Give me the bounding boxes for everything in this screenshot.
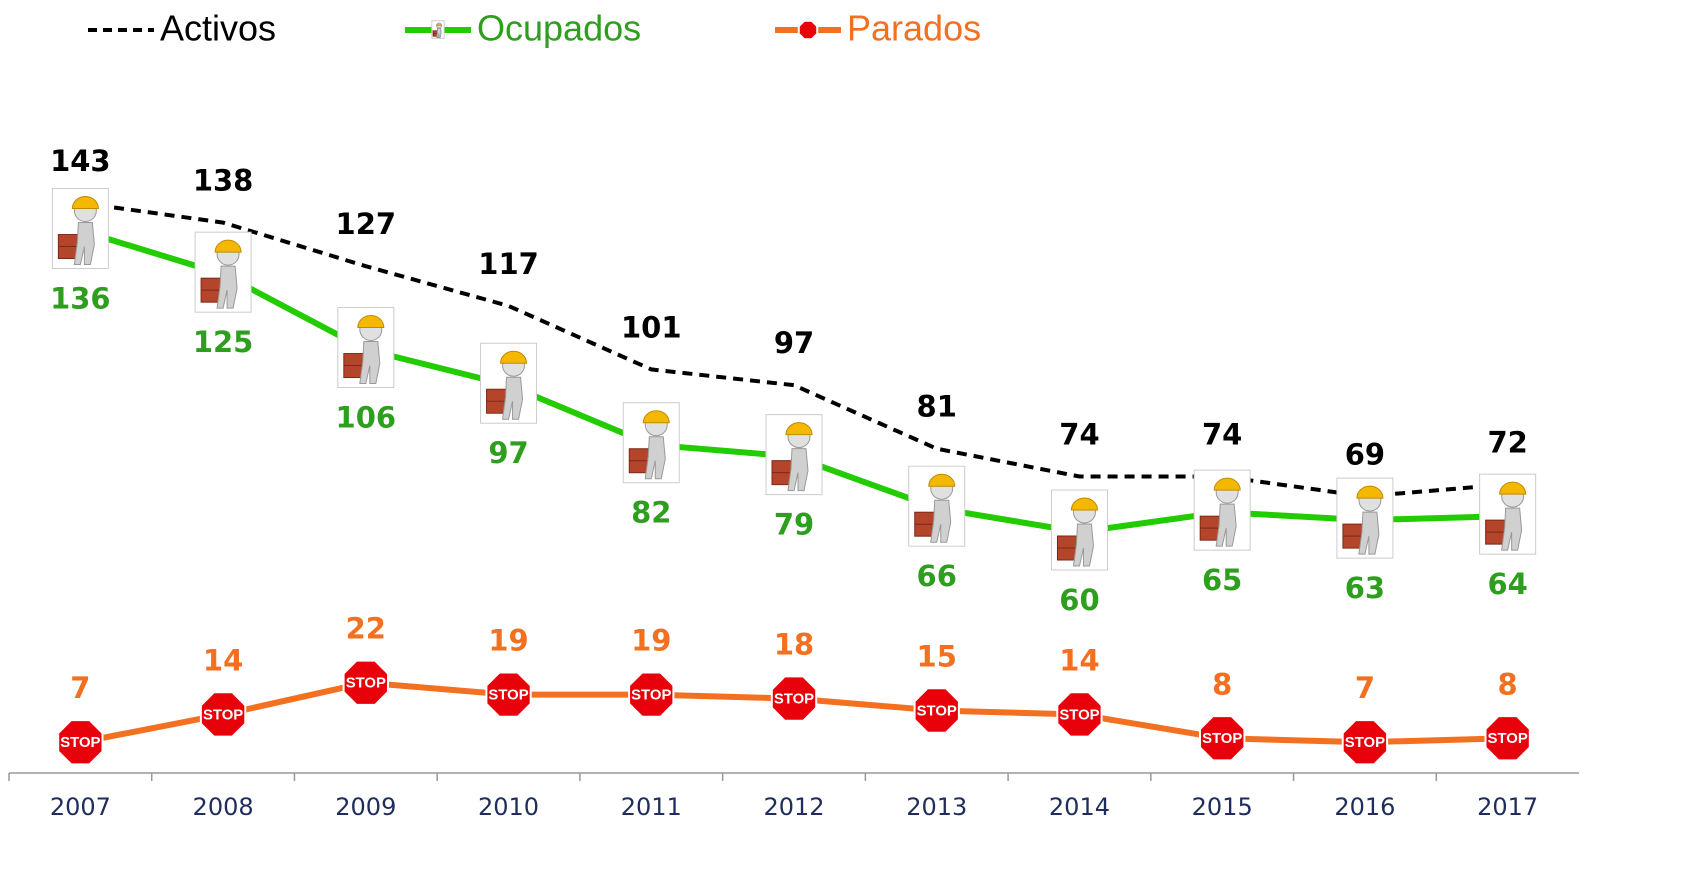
data-label: 64: [1487, 567, 1527, 601]
x-tick-label: 2008: [193, 793, 254, 821]
x-tick-label: 2014: [1049, 793, 1110, 821]
data-label: 60: [1059, 583, 1099, 617]
worker-marker: [1194, 470, 1250, 550]
stop-marker: STOP: [629, 673, 673, 717]
worker-marker: [338, 308, 394, 388]
stop-text: STOP: [60, 735, 100, 751]
worker-marker: [623, 403, 679, 483]
data-label: 7: [1355, 671, 1375, 705]
stop-text: STOP: [774, 692, 814, 708]
legend-label: Ocupados: [477, 8, 641, 49]
data-label: 101: [621, 310, 682, 344]
x-tick-label: 2017: [1477, 793, 1538, 821]
stop-marker: STOP: [344, 661, 388, 705]
data-label: 125: [193, 325, 254, 359]
data-label: 19: [488, 624, 528, 658]
data-label: 138: [193, 164, 254, 198]
legend-label: Parados: [847, 8, 981, 49]
worker-marker: [1337, 478, 1393, 558]
stop-marker: [799, 21, 817, 39]
x-tick-label: 2013: [906, 793, 967, 821]
legend-label: Activos: [160, 8, 276, 49]
x-tick-label: 2009: [335, 793, 396, 821]
worker-marker: [432, 21, 444, 39]
data-label: 15: [917, 640, 957, 674]
data-label: 143: [50, 144, 111, 178]
stop-marker: STOP: [1486, 716, 1530, 760]
data-label: 82: [631, 496, 671, 530]
stop-text: STOP: [488, 688, 528, 704]
data-label: 127: [336, 207, 397, 241]
stop-text: STOP: [1059, 707, 1099, 723]
x-tick-label: 2016: [1334, 793, 1395, 821]
stop-marker: STOP: [915, 688, 959, 732]
body: [437, 28, 441, 37]
data-label: 8: [1498, 667, 1518, 701]
data-label: 136: [50, 282, 111, 316]
data-label: 97: [488, 436, 528, 470]
stop-marker: STOP: [486, 673, 530, 717]
x-tick-label: 2015: [1192, 793, 1253, 821]
data-label: 97: [774, 326, 814, 360]
stop-marker: STOP: [1343, 720, 1387, 764]
worker-marker: [195, 232, 251, 312]
chart: Activos Ocupados Parados 2007 2008 2009 2010 20…: [0, 0, 1682, 880]
data-label: 22: [346, 612, 386, 646]
data-label: 19: [631, 624, 671, 658]
data-label: 8: [1212, 667, 1232, 701]
worker-marker: [909, 466, 965, 546]
data-label: 66: [917, 559, 957, 593]
stop-marker: STOP: [772, 676, 816, 720]
data-label: 7: [70, 671, 90, 705]
data-label: 63: [1345, 571, 1385, 605]
x-tick-label: 2011: [621, 793, 682, 821]
stop-text: STOP: [346, 676, 386, 692]
stop-text: STOP: [1345, 735, 1385, 751]
data-label: 14: [1059, 643, 1099, 677]
worker-marker: [481, 343, 537, 423]
stop-text: STOP: [917, 703, 957, 719]
stop-marker: STOP: [201, 692, 245, 736]
data-label: 106: [336, 401, 397, 435]
worker-marker: [52, 189, 108, 269]
data-label: 14: [203, 643, 243, 677]
data-label: 65: [1202, 563, 1242, 597]
data-label: 79: [774, 508, 814, 542]
stop-octagon: [799, 21, 817, 39]
data-label: 81: [917, 390, 957, 424]
x-tick-label: 2010: [478, 793, 539, 821]
x-tick-label: 2012: [763, 793, 824, 821]
worker-marker: [1480, 474, 1536, 554]
worker-marker: [766, 415, 822, 495]
data-label: 74: [1202, 417, 1242, 451]
stop-marker: STOP: [58, 720, 102, 764]
stop-marker: STOP: [1057, 692, 1101, 736]
stop-marker: STOP: [1200, 716, 1244, 760]
stop-text: STOP: [1488, 731, 1528, 747]
stop-text: STOP: [1202, 731, 1242, 747]
data-label: 69: [1345, 437, 1385, 471]
worker-marker: [1051, 490, 1107, 570]
data-label: 74: [1059, 417, 1099, 451]
stop-text: STOP: [203, 707, 243, 723]
stop-text: STOP: [631, 688, 671, 704]
x-tick-label: 2007: [50, 793, 111, 821]
data-label: 117: [478, 247, 539, 281]
data-label: 18: [774, 628, 814, 662]
data-label: 72: [1487, 425, 1527, 459]
